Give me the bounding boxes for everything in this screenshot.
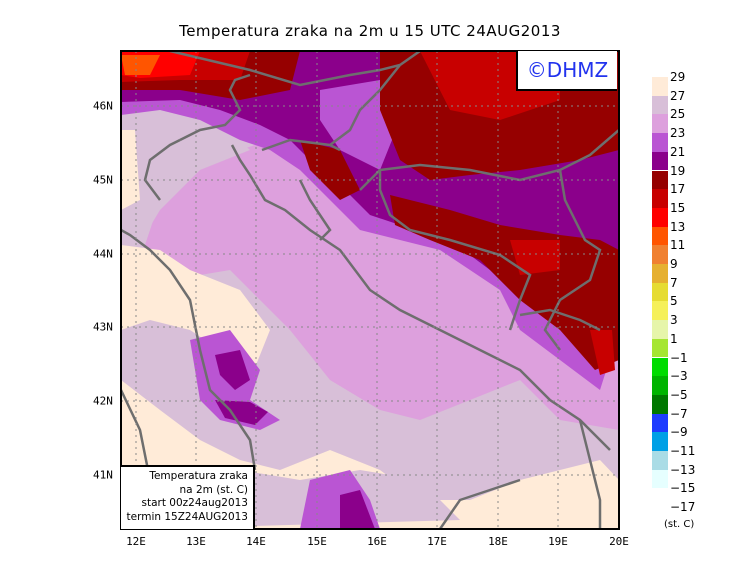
legend-label: 23: [670, 126, 686, 141]
legend-label: 11: [670, 238, 686, 253]
coastlines-borders: [121, 51, 619, 529]
lat-tick-label: 42N: [93, 394, 113, 408]
legend-label: 21: [670, 144, 686, 159]
legend-label: 17: [670, 182, 686, 197]
legend-color-box: [652, 226, 668, 246]
legend-color-box: [652, 469, 668, 489]
legend-color-box: [652, 301, 668, 321]
info-line: start 00z24aug2013: [141, 497, 248, 509]
lon-tick-label: 14E: [246, 535, 266, 548]
legend-label: 5: [670, 294, 678, 309]
map-frame: [120, 50, 620, 530]
legend-color-box: [652, 133, 668, 152]
legend-label: 19: [670, 163, 686, 178]
legend-color-box: [652, 114, 668, 134]
legend-color-box: [652, 320, 668, 339]
legend-color-box: [652, 207, 668, 227]
legend-label: 3: [670, 313, 678, 328]
legend-label: 27: [670, 88, 686, 103]
legend-label: 9: [670, 257, 678, 271]
lon-tick-label: 19E: [548, 535, 568, 548]
legend-unit: (st. C): [664, 519, 695, 530]
legend-color-box: [652, 95, 668, 115]
field-21-blob: [215, 350, 250, 390]
legend-label: 15: [670, 200, 686, 215]
lon-tick-label: 18E: [488, 535, 508, 548]
field-13-nw: [121, 55, 160, 75]
legend-label: −13: [670, 462, 696, 477]
legend-label: −3: [670, 369, 688, 384]
field-17-patch: [510, 240, 560, 275]
lon-tick-label: 12E: [126, 535, 146, 548]
legend-label: −7: [670, 406, 688, 421]
legend-color-box: [652, 432, 668, 451]
field-21-blob: [340, 490, 375, 529]
lon-tick-label: 17E: [427, 535, 447, 548]
legend-color-box: [652, 170, 668, 190]
info-line: Temperatura zraka: [149, 470, 248, 482]
legend-label: −5: [670, 387, 688, 402]
field-19-velebit: [300, 140, 360, 200]
dhmz-logo: ©DHMZ: [516, 51, 617, 91]
legend-color-box: [652, 77, 668, 96]
field-29-patch: [121, 130, 140, 210]
field-21-blob: [215, 400, 268, 425]
legend-label: −15: [670, 481, 696, 496]
legend-label: 29: [670, 70, 686, 84]
legend-color-box: [652, 282, 668, 302]
field-17-patch: [590, 330, 615, 375]
lat-tick-label: 46N: [93, 99, 113, 113]
lat-tick-label: 44N: [93, 247, 113, 261]
legend-color-box: [652, 338, 668, 358]
legend-color-box: [652, 189, 668, 208]
lat-tick-label: 43N: [93, 320, 113, 334]
lon-tick-label: 15E: [307, 535, 327, 548]
legend-label: −11: [670, 444, 696, 458]
field-27-inner: [121, 115, 250, 260]
lon-tick-label: 20E: [609, 535, 629, 548]
legend-label: −17: [670, 500, 696, 515]
legend-color-box: [652, 413, 668, 433]
legend-color-box: [652, 245, 668, 264]
legend-color-box: [652, 151, 668, 171]
lat-tick-label: 41N: [93, 468, 113, 482]
legend-label: 7: [670, 275, 678, 290]
lat-tick-label: 45N: [93, 173, 113, 187]
info-line: termin 15Z24AUG2013: [126, 510, 249, 523]
legend-color-box: [652, 264, 668, 283]
chart-title: Temperatura zraka na 2m u 15 UTC 24AUG20…: [179, 22, 561, 40]
legend-label: 25: [670, 107, 686, 122]
info-line: na 2m (st. C): [179, 483, 248, 496]
legend-color-box: [652, 376, 668, 395]
lon-tick-label: 16E: [367, 535, 387, 548]
legend-color-box: [652, 394, 668, 414]
legend-label: −9: [670, 425, 688, 440]
legend-color-box: [652, 357, 668, 377]
lon-tick-label: 13E: [186, 535, 206, 548]
legend-label: −1: [670, 350, 688, 365]
legend-color-box: [652, 451, 668, 470]
info-box: Temperatura zraka na 2m (st. C) start 00…: [121, 465, 255, 529]
grid-lines: [121, 51, 619, 529]
legend-label: 13: [670, 219, 686, 234]
legend-label: 1: [670, 331, 678, 346]
